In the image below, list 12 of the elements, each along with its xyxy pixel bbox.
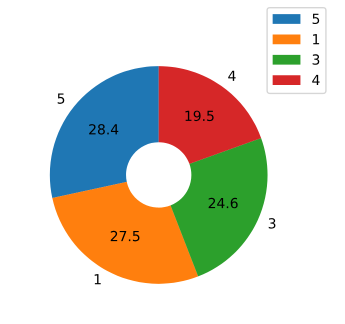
data-label: 24.6 [208,198,238,208]
slice-label: 5 [58,94,64,104]
legend-label: 4 [312,74,320,85]
data-label: 28.4 [89,124,118,135]
data-label: 19.5 [185,110,214,122]
legend-label: 5 [312,14,320,24]
slice-label: 3 [268,218,276,229]
slice-label: 4 [228,70,236,81]
data-label: 27.5 [110,230,140,242]
legend-label: 3 [312,54,320,65]
legend-label: 1 [313,34,320,44]
slice-label: 1 [94,274,101,284]
